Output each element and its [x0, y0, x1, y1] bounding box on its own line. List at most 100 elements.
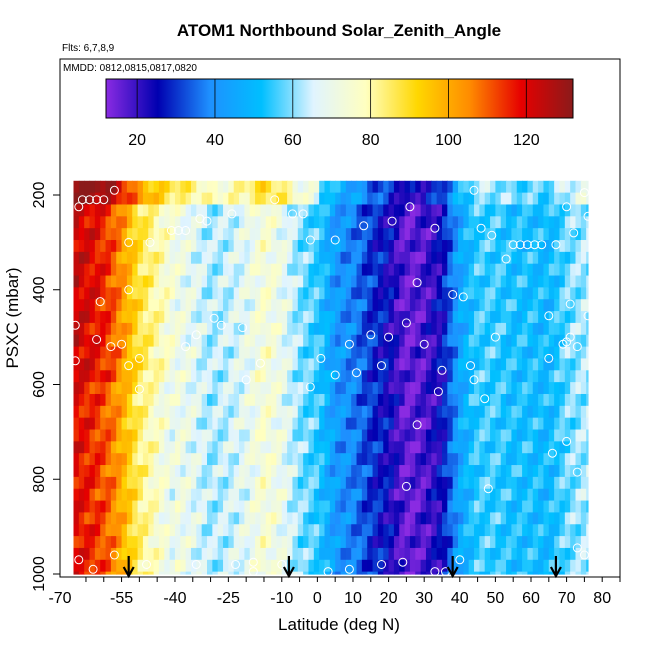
heatmap-cell — [468, 263, 475, 277]
heatmap-cell — [463, 547, 470, 561]
heatmap-cell — [431, 299, 438, 312]
heatmap-cell — [255, 370, 262, 383]
heatmap-cell — [372, 500, 379, 514]
heatmap-cell — [361, 334, 368, 348]
heatmap-cell — [570, 240, 577, 253]
observation-point — [191, 560, 201, 569]
heatmap-cell — [329, 453, 336, 466]
heatmap-cell — [479, 240, 486, 253]
heatmap-cell — [372, 453, 379, 466]
observation-point — [70, 356, 80, 366]
heatmap-cell — [84, 476, 91, 490]
heatmap-cell — [431, 240, 438, 253]
heatmap-cell — [100, 180, 107, 194]
heatmap-cell — [84, 311, 91, 324]
heatmap-cell — [265, 299, 272, 312]
heatmap-cell — [89, 251, 96, 265]
heatmap-cell — [239, 524, 245, 537]
heatmap-cell — [207, 287, 213, 300]
heatmap-cell — [212, 346, 219, 360]
heatmap-cell — [100, 547, 107, 561]
heatmap-cell — [554, 346, 561, 360]
heatmap-cell — [409, 453, 416, 466]
heatmap-cell — [84, 334, 91, 348]
heatmap-cell — [575, 453, 582, 466]
heatmap-cell — [121, 275, 128, 288]
heatmap-cell — [527, 547, 534, 561]
observation-point — [255, 358, 265, 368]
heatmap-cell — [554, 547, 561, 561]
heatmap-cell — [404, 322, 411, 336]
heatmap-cell — [383, 441, 390, 454]
heatmap-cell — [319, 512, 326, 525]
heatmap-cell — [223, 559, 229, 573]
heatmap-cell — [142, 240, 149, 253]
heatmap-cell — [153, 441, 160, 454]
heatmap-cell — [388, 275, 395, 288]
heatmap-cell — [580, 240, 587, 253]
heatmap-cell — [404, 417, 411, 431]
heatmap-cell — [340, 263, 347, 277]
heatmap-cell — [281, 405, 288, 419]
heatmap-cell — [452, 500, 459, 514]
heatmap-cell — [500, 299, 507, 312]
heatmap-cell — [329, 417, 336, 431]
heatmap-cell — [399, 370, 406, 383]
heatmap-cell — [73, 263, 80, 277]
heatmap-cell — [324, 228, 331, 241]
heatmap-cell — [570, 453, 577, 466]
heatmap-cell — [377, 382, 384, 395]
heatmap-cell — [249, 382, 256, 395]
heatmap-cell — [89, 536, 96, 549]
heatmap-cell — [158, 240, 165, 253]
heatmap-cell — [142, 417, 149, 431]
heatmap-cell — [367, 405, 374, 419]
heatmap-cell — [281, 393, 288, 407]
heatmap-cell — [287, 275, 294, 288]
heatmap-cell — [404, 216, 411, 229]
observation-point — [277, 560, 287, 569]
heatmap-cell — [132, 476, 139, 490]
colorbar: 20 40 60 80 100 120 — [105, 78, 574, 149]
heatmap-cell — [190, 465, 197, 478]
heatmap-cell — [319, 216, 326, 229]
heatmap-cell — [158, 322, 165, 336]
heatmap-cell — [292, 358, 299, 371]
heatmap-cell — [249, 370, 256, 383]
heatmap-cell — [329, 204, 336, 217]
heatmap-cell — [148, 476, 155, 490]
colorbar-tick-label: 60 — [284, 132, 302, 149]
heatmap-cell — [372, 275, 379, 288]
heatmap-cell — [271, 228, 278, 241]
heatmap-cell — [543, 571, 550, 575]
heatmap-cell — [575, 571, 582, 575]
heatmap-cell — [447, 370, 454, 383]
heatmap-cell — [345, 275, 352, 288]
heatmap-cell — [169, 192, 176, 206]
heatmap-cell — [479, 287, 486, 300]
heatmap-cell — [201, 547, 208, 561]
heatmap-cell — [207, 251, 213, 265]
heatmap-cell — [303, 346, 310, 360]
heatmap-cell — [329, 524, 336, 537]
heatmap-cell — [276, 299, 283, 312]
heatmap-cell — [185, 180, 192, 194]
y-tick-label: 1000 — [31, 556, 48, 592]
heatmap-cell — [575, 358, 582, 371]
heatmap-cell — [212, 547, 219, 561]
heatmap-cell — [89, 346, 96, 360]
heatmap-cell — [201, 299, 208, 312]
heatmap-cell — [393, 263, 400, 277]
heatmap-cell — [447, 192, 454, 206]
heatmap-cell — [458, 500, 464, 514]
heatmap-cell — [260, 536, 267, 549]
heatmap-cell — [570, 393, 577, 407]
heatmap-cell — [575, 192, 582, 206]
heatmap-cell — [239, 453, 245, 466]
heatmap-cell — [233, 334, 240, 348]
heatmap-cell — [271, 559, 278, 573]
heatmap-cell — [276, 275, 283, 288]
heatmap-cell — [308, 346, 315, 360]
heatmap-cell — [271, 204, 278, 217]
heatmap-cell — [100, 358, 107, 371]
